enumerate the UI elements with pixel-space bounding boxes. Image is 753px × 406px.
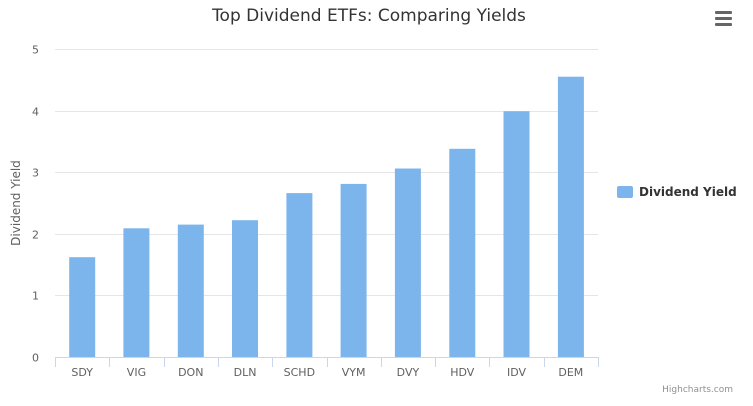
menu-button[interactable]	[710, 6, 736, 28]
y-tick-label: 3	[32, 167, 39, 180]
x-tick-label: SCHD	[284, 366, 315, 379]
legend-swatch[interactable]	[617, 186, 633, 198]
bar-schd[interactable]	[286, 193, 313, 357]
legend-item[interactable]: Dividend Yield	[617, 185, 737, 199]
x-tick-label: HDV	[450, 366, 475, 379]
bar-series	[69, 76, 584, 358]
y-tick-label: 1	[32, 290, 39, 303]
y-axis-title: Dividend Yield	[9, 160, 23, 246]
x-tick-label: SDY	[71, 366, 93, 379]
bar-dvy[interactable]	[394, 168, 421, 358]
x-tick-label: DVY	[397, 366, 420, 379]
legend-label[interactable]: Dividend Yield	[639, 185, 737, 199]
bar-idv[interactable]	[503, 111, 530, 357]
x-tick-label: VIG	[127, 366, 146, 379]
y-tick-label: 0	[32, 352, 39, 365]
credits-link[interactable]: Highcharts.com	[662, 385, 733, 395]
x-tick-label: DON	[178, 366, 203, 379]
x-tick-label: DEM	[558, 366, 583, 379]
y-tick-label: 5	[32, 44, 39, 57]
bar-dln[interactable]	[232, 220, 258, 357]
bar-vym[interactable]	[340, 183, 367, 357]
y-tick-label: 2	[32, 229, 39, 242]
x-axis-ticks	[55, 357, 599, 367]
x-tick-label: VYM	[342, 366, 366, 379]
x-tick-label: IDV	[507, 366, 527, 379]
bar-sdy[interactable]	[69, 257, 96, 357]
bar-don[interactable]	[177, 224, 204, 357]
chart-title: Top Dividend ETFs: Comparing Yields	[211, 6, 526, 26]
y-axis-tick-labels: 0 1 2 3 4 5	[32, 44, 39, 365]
y-tick-label: 4	[32, 106, 39, 119]
x-axis-tick-labels: SDY VIG DON DLN SCHD VYM DVY HDV IDV DEM	[71, 366, 583, 379]
hamburger-menu-icon	[715, 11, 732, 26]
bar-vig[interactable]	[123, 228, 150, 357]
bar-hdv[interactable]	[449, 148, 476, 357]
legend: Dividend Yield	[617, 185, 737, 199]
x-tick-label: DLN	[234, 366, 257, 379]
bar-dem[interactable]	[557, 76, 584, 357]
